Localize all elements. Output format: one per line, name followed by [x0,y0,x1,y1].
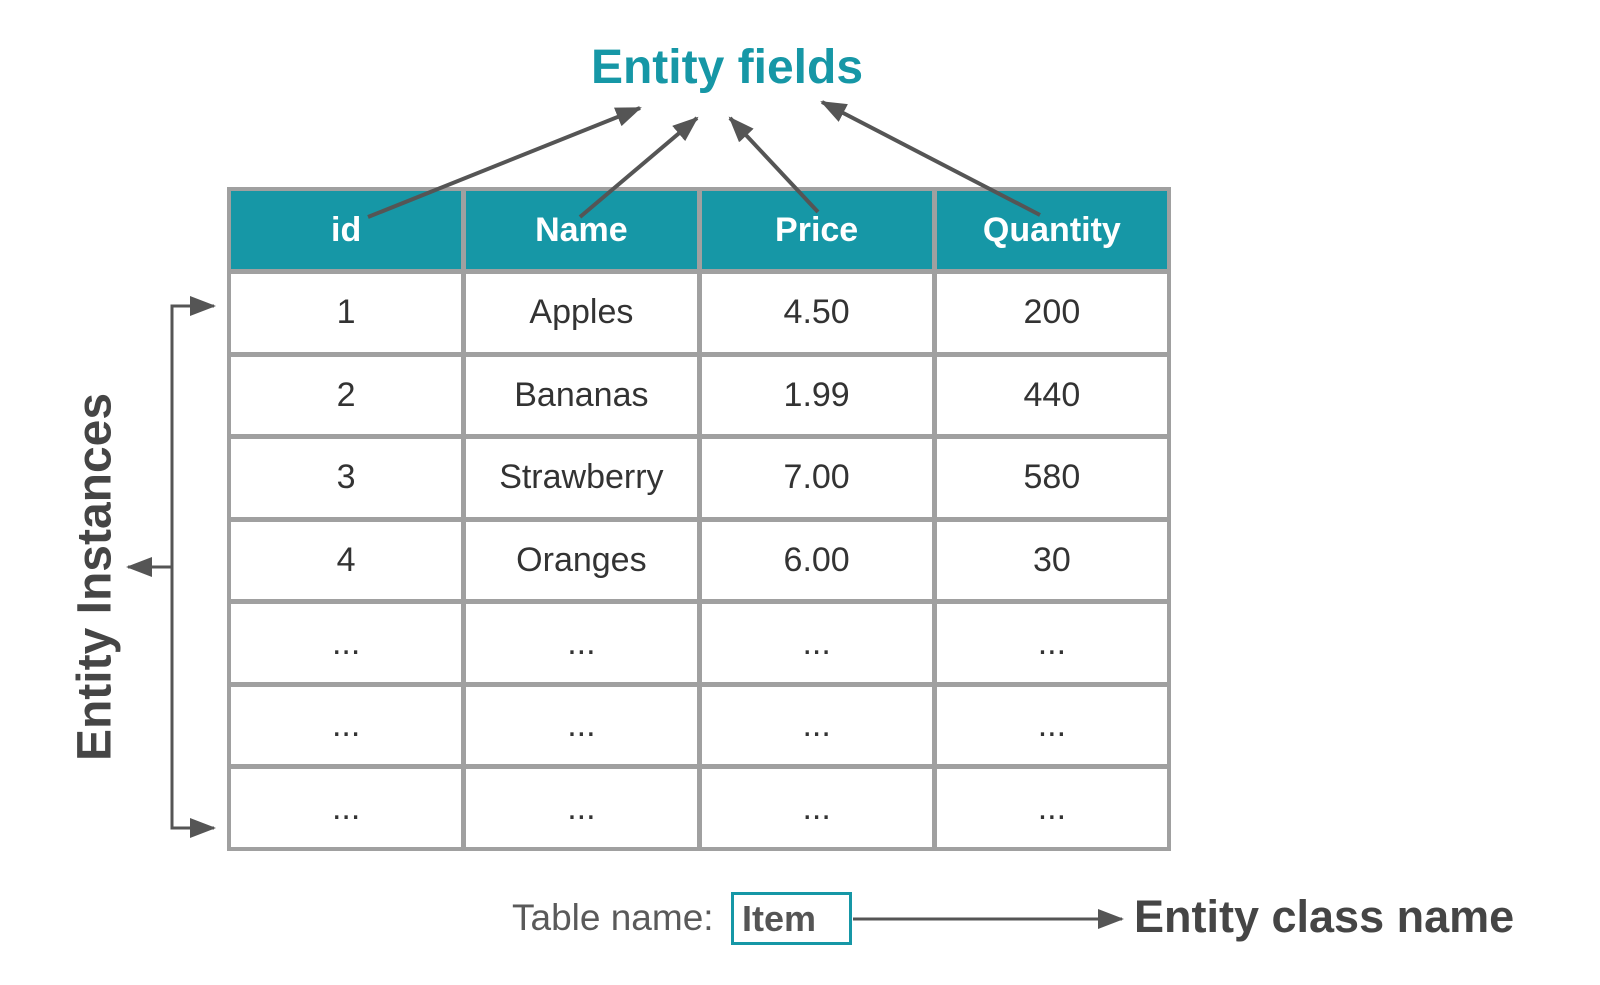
table-cell: 4.50 [701,274,932,352]
instances-bracket [170,304,214,830]
header-cell-price: Price [701,191,932,269]
arrow-id-to-fields [367,106,642,219]
table-cell: ... [701,686,932,765]
table-name-value-box: Item [731,892,852,945]
table-cell: ... [231,769,462,847]
entity-table: id Name Price Quantity 1 Apples 4.50 200 2 Banana… [227,187,1171,851]
table-cell: ... [466,769,697,847]
table-cell: 6.00 [701,521,932,600]
arrow-name-to-fields [578,116,699,219]
table-cell: Oranges [466,521,697,600]
table-cell: Bananas [466,356,697,435]
table-cell: 3 [231,439,462,517]
table-name-label: Table name: [512,897,714,938]
header-cell-name: Name [466,191,697,269]
table-cell: 580 [936,439,1167,517]
table-cell: ... [231,686,462,765]
entity-fields-title: Entity fields [590,41,864,94]
header-cell-id: id [231,191,462,269]
arrow-quantity-to-fields [820,100,1041,217]
table-cell: ... [701,769,932,847]
table-cell: ... [936,604,1167,682]
table-cell: 30 [936,521,1167,600]
table-cell: 200 [936,274,1167,352]
arrow-price-to-fields [728,116,820,214]
table-cell: Strawberry [466,439,697,517]
table-cell: 4 [231,521,462,600]
table-cell: 7.00 [701,439,932,517]
table-cell: 1 [231,274,462,352]
table-cell: 2 [231,356,462,435]
table-cell: ... [701,604,932,682]
table-cell: ... [936,686,1167,765]
table-cell: ... [466,686,697,765]
table-cell: 440 [936,356,1167,435]
table-cell: ... [466,604,697,682]
table-cell: 1.99 [701,356,932,435]
table-cell: ... [936,769,1167,847]
table-cell: ... [231,604,462,682]
entity-class-name-label: Entity class name [1134,891,1515,942]
header-cell-quantity: Quantity [936,191,1167,269]
table-cell: Apples [466,274,697,352]
